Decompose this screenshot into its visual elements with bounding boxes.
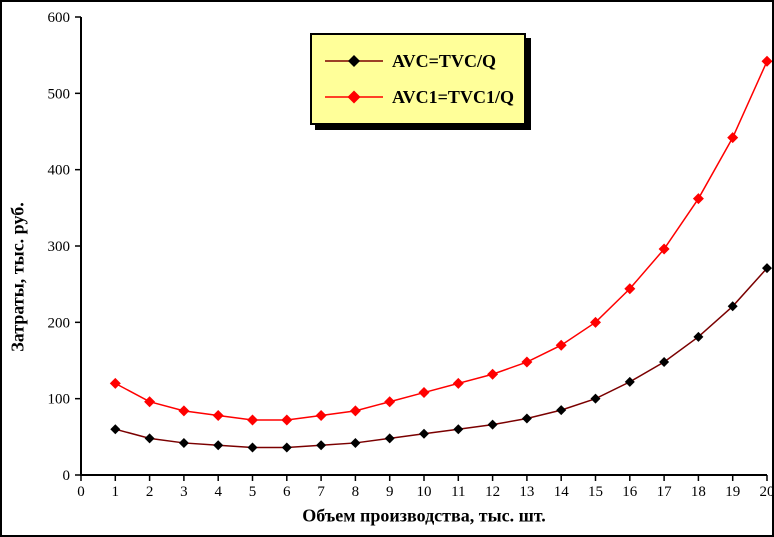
svg-text:200: 200 (48, 315, 71, 331)
svg-text:300: 300 (48, 239, 71, 255)
svg-text:400: 400 (48, 163, 71, 179)
svg-text:3: 3 (180, 484, 188, 500)
y-axis-title: Затраты, тыс. руб. (7, 202, 28, 352)
avc1-line-diamond-icon (325, 90, 383, 104)
legend-item-avc1: AVC1=TVC1/Q (325, 88, 524, 106)
svg-text:12: 12 (485, 484, 500, 500)
svg-text:10: 10 (417, 484, 432, 500)
svg-text:100: 100 (48, 392, 71, 408)
svg-text:15: 15 (588, 484, 603, 500)
x-axis-title: Объем производства, тыс. шт. (302, 505, 546, 526)
legend: AVC=TVC/Q AVC1=TVC1/Q (310, 33, 526, 125)
legend-label-avc: AVC=TVC/Q (392, 51, 496, 72)
svg-text:5: 5 (249, 484, 257, 500)
svg-text:4: 4 (214, 484, 222, 500)
svg-text:0: 0 (63, 468, 71, 484)
svg-text:2: 2 (146, 484, 154, 500)
svg-text:8: 8 (352, 484, 360, 500)
svg-text:14: 14 (554, 484, 570, 500)
svg-text:19: 19 (725, 484, 740, 500)
svg-text:500: 500 (48, 86, 71, 102)
svg-text:17: 17 (657, 484, 673, 500)
svg-text:16: 16 (622, 484, 638, 500)
svg-text:0: 0 (77, 484, 85, 500)
svg-text:13: 13 (519, 484, 534, 500)
legend-item-avc: AVC=TVC/Q (325, 52, 524, 70)
svg-text:6: 6 (283, 484, 291, 500)
legend-label-avc1: AVC1=TVC1/Q (392, 86, 514, 107)
svg-text:20: 20 (760, 484, 774, 500)
svg-text:7: 7 (317, 484, 325, 500)
avc-line-diamond-icon (325, 54, 383, 68)
svg-text:600: 600 (48, 10, 71, 26)
svg-text:18: 18 (691, 484, 706, 500)
svg-text:11: 11 (451, 484, 465, 500)
svg-text:9: 9 (386, 484, 394, 500)
svg-text:1: 1 (112, 484, 120, 500)
